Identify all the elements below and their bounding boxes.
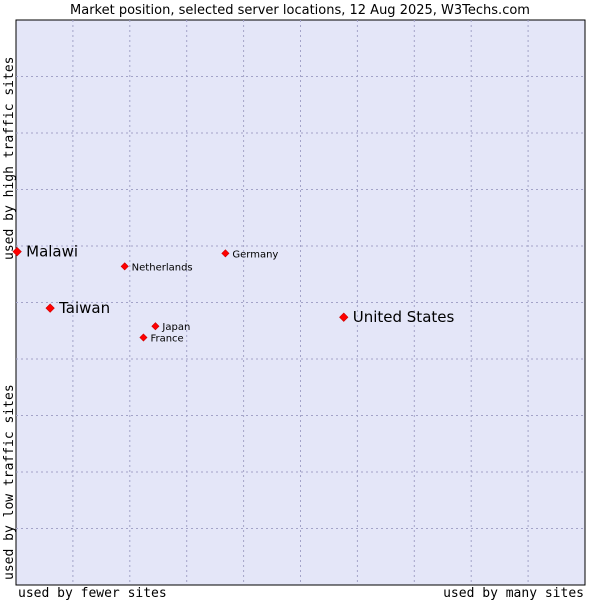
y-axis-label-low-traffic: used by low traffic sites bbox=[2, 384, 17, 580]
point-label-netherlands: Netherlands bbox=[132, 262, 193, 273]
point-taiwan bbox=[45, 303, 55, 313]
point-united-states bbox=[339, 312, 349, 322]
x-axis-label-fewer-sites: used by fewer sites bbox=[18, 586, 167, 600]
point-label-japan: Japan bbox=[161, 322, 190, 333]
point-france bbox=[139, 333, 148, 342]
vertical-gridlines bbox=[72, 20, 529, 585]
point-label-united-states: United States bbox=[353, 308, 455, 326]
point-japan bbox=[151, 322, 160, 331]
point-label-germany: Germany bbox=[232, 249, 278, 260]
y-axis-label-high-traffic: used by high traffic sites bbox=[2, 57, 17, 261]
point-germany bbox=[221, 249, 230, 258]
point-label-taiwan: Taiwan bbox=[58, 299, 110, 317]
point-label-malawi: Malawi bbox=[26, 243, 78, 261]
chart-title: Market position, selected server locatio… bbox=[70, 3, 530, 18]
x-axis-label-many-sites: used by many sites bbox=[443, 586, 584, 600]
data-points: Malawi Taiwan United States Germany Netherla… bbox=[12, 243, 455, 345]
point-malawi bbox=[12, 247, 22, 257]
point-netherlands bbox=[120, 262, 129, 271]
point-label-france: France bbox=[150, 334, 183, 345]
